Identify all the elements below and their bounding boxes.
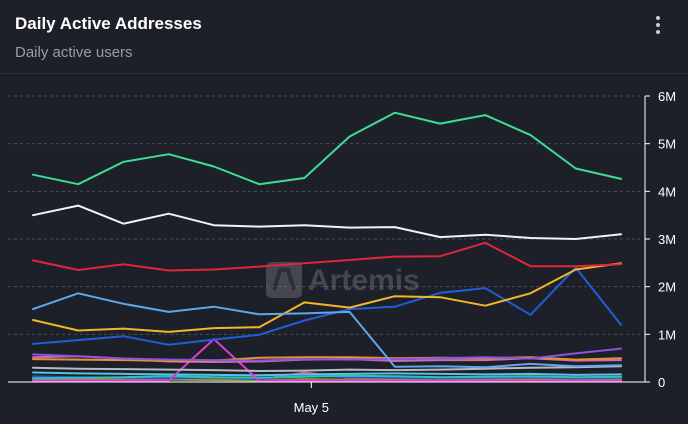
series-line-light-blue: [32, 292, 622, 369]
series-line-teal: [32, 374, 622, 380]
y-tick-label: 2M: [658, 280, 676, 295]
series-line-cyan: [32, 371, 622, 377]
chart-subtitle: Daily active users: [15, 44, 133, 61]
y-tick-label: 5M: [658, 137, 676, 152]
series-line-grey: [32, 365, 622, 372]
y-tick-label: 3M: [658, 232, 676, 247]
series-group: [32, 111, 622, 382]
watermark: Artemis: [266, 262, 420, 298]
series-line-green: [32, 111, 622, 186]
artemis-logo-icon: [266, 262, 302, 298]
series-line-blue: [32, 266, 622, 346]
y-axis: 0 1M 2M 3M 4M 5M 6M: [644, 89, 676, 390]
series-line-white: [32, 204, 622, 240]
y-tick-label: 0: [658, 375, 665, 390]
header-divider: [0, 73, 688, 74]
x-axis: May 5: [8, 381, 645, 415]
y-tick-label: 4M: [658, 184, 676, 199]
watermark-text: Artemis: [308, 264, 420, 297]
x-tick-label: May 5: [294, 400, 329, 415]
series-line-yellow: [32, 262, 622, 333]
series-line-purple: [32, 347, 622, 362]
chart-title: Daily Active Addresses: [15, 14, 202, 33]
series-line-red: [32, 241, 622, 272]
series-line-magenta: [32, 338, 622, 382]
more-vertical-icon[interactable]: [652, 14, 664, 38]
y-tick-label: 6M: [658, 89, 676, 104]
y-tick-label: 1M: [658, 327, 676, 342]
artemis-logo-mark: [272, 268, 296, 291]
